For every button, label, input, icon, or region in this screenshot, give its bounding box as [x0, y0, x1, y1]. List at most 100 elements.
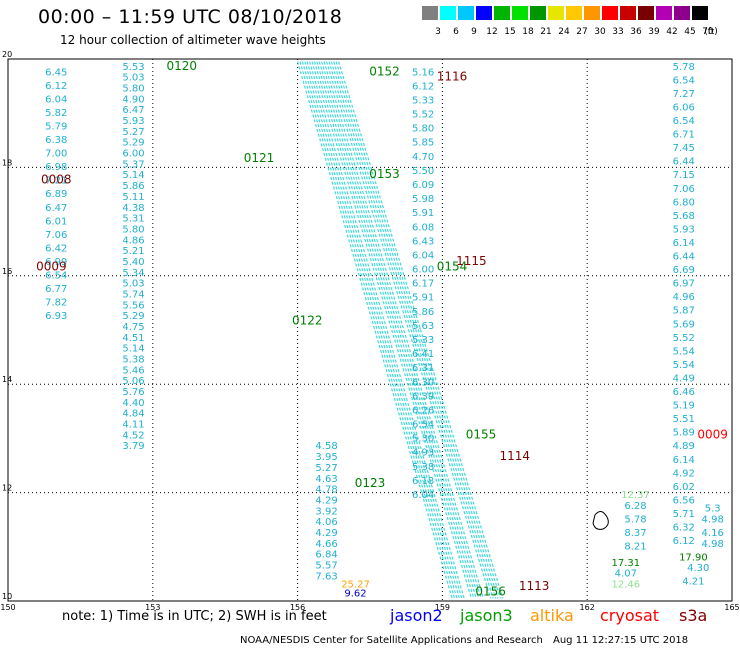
swh-value: 5.79 — [45, 121, 67, 132]
lon-tick-label: 150 — [0, 603, 15, 612]
swh-value: 5.51 — [673, 414, 695, 425]
swh-value: 5.31 — [122, 214, 144, 225]
swh-value: 6.56 — [673, 495, 695, 506]
swh-value: 3.95 — [315, 452, 337, 463]
scale-label: 3 — [435, 27, 441, 37]
swh-value: 5.38 — [412, 462, 434, 473]
lon-tick-label: 162 — [580, 603, 595, 612]
legend-s3a: s3a — [679, 606, 708, 625]
swh-value: 4.93 — [412, 448, 434, 459]
scale-swatch — [566, 6, 582, 20]
swh-value: 6.77 — [45, 284, 67, 295]
lon-tick-label: 153 — [145, 603, 160, 612]
satellite-track — [330, 61, 497, 599]
swh-value: 6.08 — [412, 222, 434, 233]
swh-value: 6.04 — [45, 94, 67, 105]
swh-value: 8.37 — [624, 528, 646, 539]
swh-value: 5.46 — [122, 365, 144, 376]
swh-value: 5.52 — [673, 333, 695, 344]
swh-value: 5.16 — [412, 67, 434, 78]
swh-value: 6.41 — [412, 349, 434, 360]
satellite-track — [306, 61, 463, 599]
scale-swatch — [656, 6, 672, 20]
swh-value: 5.86 — [122, 181, 144, 192]
swh-value: 5.11 — [122, 192, 144, 203]
swh-value: 5.63 — [412, 321, 434, 332]
swh-value: 6.97 — [673, 279, 695, 290]
scale-label: 33 — [612, 27, 624, 37]
swh-value: 7.06 — [45, 230, 67, 241]
swh-value: 8.21 — [624, 542, 646, 553]
swh-value: 6.14 — [673, 455, 695, 466]
swh-value: 4.98 — [702, 514, 724, 525]
swh-value: 5.78 — [673, 62, 695, 73]
pass-time-label: 0156 — [475, 585, 506, 599]
scale-label: 15 — [504, 27, 516, 37]
swh-value: 4.07 — [615, 569, 637, 580]
swh-value: 5.98 — [412, 194, 434, 205]
swh-value: 5.68 — [673, 211, 695, 222]
swh-value: 4.52 — [122, 430, 144, 441]
swh-value: 5.50 — [412, 166, 434, 177]
satellite-track — [338, 61, 504, 599]
swh-value: 4.96 — [673, 292, 695, 303]
satellite-track — [323, 61, 485, 599]
swh-value: 5.27 — [122, 127, 144, 138]
swh-value: 5.40 — [122, 257, 144, 268]
swh-value: 5.52 — [412, 110, 434, 121]
swh-value: 5.80 — [122, 84, 144, 95]
legend-altika: altika — [530, 606, 574, 625]
swh-value: 5.74 — [122, 289, 144, 300]
satellite-track — [313, 61, 475, 599]
satellite-track — [301, 61, 458, 599]
swh-value: 5.87 — [673, 306, 695, 317]
satellite-track — [299, 61, 456, 599]
pass-time-label: 0152 — [369, 64, 400, 78]
swh-value: 6.44 — [673, 252, 695, 263]
swh-value: 5.57 — [315, 560, 337, 571]
swh-value: 6.00 — [122, 149, 144, 160]
scale-swatch — [674, 6, 690, 20]
scale-swatch — [458, 6, 474, 20]
swh-value: 6.84 — [315, 550, 337, 561]
swh-value: 5.71 — [673, 509, 695, 520]
swh-value: 4.38 — [122, 203, 144, 214]
swh-value: 4.70 — [412, 152, 434, 163]
swh-value: 4.29 — [315, 528, 337, 539]
swh-value: 6.12 — [673, 536, 695, 547]
satellite-track — [311, 61, 472, 599]
swh-value: 5.19 — [673, 401, 695, 412]
scale-swatch — [548, 6, 564, 20]
swh-value: 4.29 — [315, 495, 337, 506]
pass-time-label: 0122 — [292, 314, 323, 328]
swh-value: 9.62 — [344, 589, 366, 600]
satellite-track — [325, 61, 492, 599]
scale-label: 45 — [684, 27, 696, 37]
swh-value: 6.17 — [412, 279, 434, 290]
scale-swatch — [440, 6, 456, 20]
scale-swatch — [422, 6, 438, 20]
swh-value: 6.93 — [45, 311, 67, 322]
lat-tick-label: 10 — [2, 592, 12, 601]
swh-value: 6.30 — [412, 377, 434, 388]
swh-value: 3.92 — [315, 506, 337, 517]
swh-value: 6.14 — [673, 238, 695, 249]
swh-value: 4.49 — [673, 373, 695, 384]
island-outline — [592, 511, 609, 530]
legend-cryosat: cryosat — [600, 606, 660, 625]
scale-label: 21 — [540, 27, 552, 37]
swh-value: 5.21 — [122, 246, 144, 257]
scale-label: 27 — [576, 27, 588, 37]
swh-value: 5.69 — [673, 319, 695, 330]
swh-value: 5.91 — [412, 208, 434, 219]
swh-value: 5.33 — [412, 95, 434, 106]
pass-time-label: 1116 — [437, 70, 468, 84]
scale-swatch — [602, 6, 618, 20]
satellite-track — [321, 61, 482, 599]
swh-value: 5.80 — [412, 124, 434, 135]
satellite-track — [309, 61, 465, 599]
swh-value: 6.18 — [412, 476, 434, 487]
swh-value: 5.53 — [122, 62, 144, 73]
pass-time-label: 0155 — [466, 427, 497, 441]
scale-swatch — [476, 6, 492, 20]
